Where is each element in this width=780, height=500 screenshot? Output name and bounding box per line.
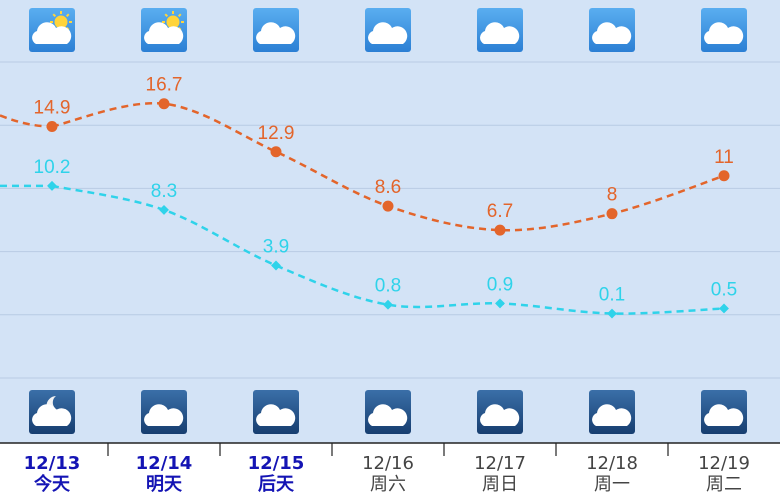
point	[382, 200, 394, 212]
value-label: 3.9	[263, 237, 289, 258]
point	[495, 298, 505, 309]
date-label: 12/14	[136, 453, 193, 474]
date-label: 12/15	[248, 453, 305, 474]
point	[158, 98, 170, 110]
point	[159, 204, 169, 215]
value-label: 0.9	[487, 274, 513, 295]
cloud	[256, 22, 296, 44]
value-label: 8.3	[151, 181, 177, 202]
point	[47, 180, 57, 191]
date-label: 12/19	[698, 453, 750, 474]
point	[606, 208, 618, 220]
weather-icon	[477, 8, 523, 52]
value-label: 11	[714, 147, 734, 168]
day-label: 后天	[258, 474, 295, 495]
weather-icon	[701, 390, 747, 434]
weather-icon	[141, 390, 187, 434]
point	[718, 170, 730, 182]
cloud	[592, 404, 632, 426]
value-label: 8	[607, 185, 618, 206]
date-label: 12/18	[586, 453, 638, 474]
point	[383, 299, 393, 310]
point	[271, 260, 281, 271]
chart-background	[0, 0, 780, 443]
cloud	[592, 22, 632, 44]
cloud	[480, 404, 520, 426]
value-label: 6.7	[487, 201, 513, 222]
point	[494, 224, 506, 236]
weather-icon	[29, 8, 75, 52]
day-label: 今天	[34, 473, 71, 495]
value-label: 0.1	[599, 285, 625, 306]
cloud	[704, 22, 744, 44]
cloud	[32, 22, 72, 44]
weather-icon	[477, 390, 523, 434]
cloud	[256, 404, 296, 426]
weather-icon	[141, 8, 187, 52]
cloud	[368, 22, 408, 44]
sun-disc	[166, 15, 180, 29]
sun-ray	[164, 13, 169, 18]
cloud	[704, 404, 744, 426]
value-label: 12.9	[258, 123, 295, 144]
day-label: 周二	[706, 474, 742, 495]
value-label: 0.8	[375, 276, 401, 297]
weather-icon	[589, 390, 635, 434]
day-label: 周六	[370, 474, 406, 495]
point	[719, 303, 729, 314]
weather-icon	[29, 390, 75, 434]
sun-ray	[65, 13, 70, 18]
day-label: 周一	[594, 474, 630, 495]
point	[46, 120, 58, 132]
point	[270, 146, 282, 158]
value-label: 14.9	[34, 97, 71, 118]
value-label: 10.2	[34, 157, 71, 178]
cloud	[144, 404, 184, 426]
weather-icon	[589, 8, 635, 52]
sun-disc	[54, 15, 68, 29]
value-label: 16.7	[146, 75, 183, 96]
value-label: 8.6	[375, 177, 401, 198]
weather-icon	[701, 8, 747, 52]
weather-icon	[253, 8, 299, 52]
sun-ray	[177, 13, 182, 18]
day-label: 周日	[482, 474, 518, 495]
cloud	[480, 22, 520, 44]
value-label: 0.5	[711, 279, 737, 300]
cloud	[144, 22, 184, 44]
date-label: 12/13	[24, 453, 81, 474]
date-label: 12/16	[362, 453, 414, 474]
date-label: 12/17	[474, 453, 526, 474]
weather-icon	[365, 390, 411, 434]
weather-icon	[253, 390, 299, 434]
day-label: 明天	[146, 474, 183, 495]
point	[607, 308, 617, 319]
cloud	[368, 404, 408, 426]
cloud	[32, 404, 72, 426]
weather-icon	[365, 8, 411, 52]
sun-ray	[52, 13, 57, 18]
